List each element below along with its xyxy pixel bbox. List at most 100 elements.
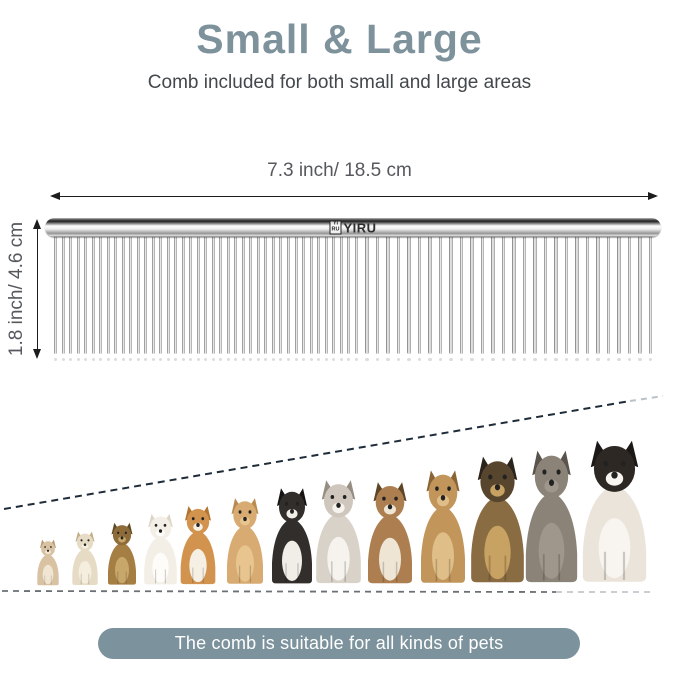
comb-tooth: [396, 233, 400, 361]
comb-tooth: [302, 233, 306, 361]
page-title: Small & Large: [196, 16, 483, 62]
comb-tooth: [54, 233, 57, 361]
comb-tooth: [339, 233, 343, 361]
comb-tooth: [279, 233, 283, 361]
dog-corgi: [172, 505, 224, 587]
dog-german-shepherd: [458, 455, 537, 587]
comb-tooth: [648, 233, 652, 361]
comb-tooth: [136, 233, 140, 361]
comb-tooth: [249, 233, 253, 361]
dog-sheltie: [357, 481, 423, 587]
width-dimension-arrow: [50, 191, 658, 200]
comb-tooth: [617, 233, 621, 361]
bottom-banner: The comb is suitable for all kinds of pe…: [98, 628, 580, 659]
comb-tooth: [241, 233, 245, 361]
comb-tooth: [84, 233, 88, 361]
comb-tooth: [256, 233, 260, 361]
comb-tooth: [407, 233, 411, 361]
brand-name: YIRU: [343, 220, 377, 235]
comb-tooth: [470, 233, 474, 361]
comb-tooth: [264, 233, 268, 361]
comb-tooth: [121, 233, 125, 361]
comb-tooth: [627, 233, 631, 361]
comb-tooth: [196, 233, 200, 361]
baseline-dashed-line: [1, 590, 557, 593]
comb-tooth: [151, 233, 155, 361]
comb-spine: YI RU YIRU: [45, 218, 661, 237]
comb-tooth: [354, 233, 358, 361]
comb-tooth: [332, 233, 336, 361]
comb-tooth: [61, 233, 65, 361]
comb-tooth: [189, 233, 193, 361]
comb-tooth: [347, 233, 351, 361]
banner-text: The comb is suitable for all kinds of pe…: [174, 633, 504, 653]
comb-tooth: [596, 233, 600, 361]
comb-tooth: [512, 233, 516, 361]
comb-tooth: [317, 233, 321, 361]
comb-tooth: [554, 233, 558, 361]
comb-fine-teeth: [54, 233, 358, 361]
size-gradient-diagonal-fade: [629, 395, 664, 402]
comb-tooth: [99, 233, 103, 361]
brand-logo-box-top: YI: [332, 220, 339, 227]
comb-tooth: [219, 233, 223, 361]
comb-tooth: [294, 233, 298, 361]
dog-landseer: [567, 439, 662, 587]
comb-tooth: [438, 233, 442, 361]
comb-tooth: [69, 233, 73, 361]
comb-tooth: [417, 233, 421, 361]
comb-tooth: [174, 233, 178, 361]
comb-tooth: [144, 233, 148, 361]
comb-tooth: [211, 233, 215, 361]
comb-tooth: [449, 233, 453, 361]
comb-tooth: [226, 233, 230, 361]
comb-tooth: [286, 233, 290, 361]
comb-tooth: [106, 233, 110, 361]
comb-tooth: [491, 233, 495, 361]
comb-tooth: [606, 233, 610, 361]
dog-shih-tzu-puppy: [66, 531, 104, 587]
brand-logo: YI RU YIRU: [329, 220, 376, 235]
comb-tooth: [204, 233, 208, 361]
comb-tooth: [428, 233, 432, 361]
dog-standard-poodle: [513, 449, 590, 587]
dog-afghan-hound: [410, 469, 476, 587]
height-dimension-arrow: [32, 219, 41, 359]
comb-tooth: [533, 233, 537, 361]
comb-tooth: [234, 233, 238, 361]
comb-tooth: [585, 233, 589, 361]
comb-tooth: [543, 233, 547, 361]
brand-logo-icon: YI RU: [329, 220, 342, 235]
brand-logo-box-bottom: RU: [331, 226, 340, 233]
comb-tooth: [365, 233, 369, 361]
dog-white-spitz: [136, 513, 185, 587]
dog-husky: [305, 479, 372, 587]
comb-tooth: [375, 233, 379, 361]
comb-tooth: [480, 233, 484, 361]
dog-chihuahua: [32, 539, 64, 587]
comb-tooth: [638, 233, 642, 361]
comb-tooth: [181, 233, 185, 361]
comb-tooth: [129, 233, 133, 361]
comb-tooth: [501, 233, 505, 361]
comb-tooth: [76, 233, 80, 361]
size-gradient-diagonal-line: [3, 400, 631, 510]
comb-tooth: [309, 233, 313, 361]
comb-tooth: [159, 233, 163, 361]
comb-tooth: [386, 233, 390, 361]
comb-tooth: [324, 233, 328, 361]
comb-tooth: [91, 233, 95, 361]
page-subtitle: Comb included for both small and large a…: [147, 72, 532, 93]
dog-border-collie: [262, 487, 322, 587]
comb-tooth: [166, 233, 170, 361]
comb-tooth: [271, 233, 275, 361]
comb-tooth: [575, 233, 579, 361]
comb-tooth: [114, 233, 118, 361]
comb-tooth: [522, 233, 526, 361]
comb-tooth: [564, 233, 568, 361]
width-dimension-label: 7.3 inch/ 18.5 cm: [267, 160, 412, 181]
dog-toy-poodle: [218, 497, 272, 587]
dog-yorkshire-terrier: [101, 522, 143, 587]
